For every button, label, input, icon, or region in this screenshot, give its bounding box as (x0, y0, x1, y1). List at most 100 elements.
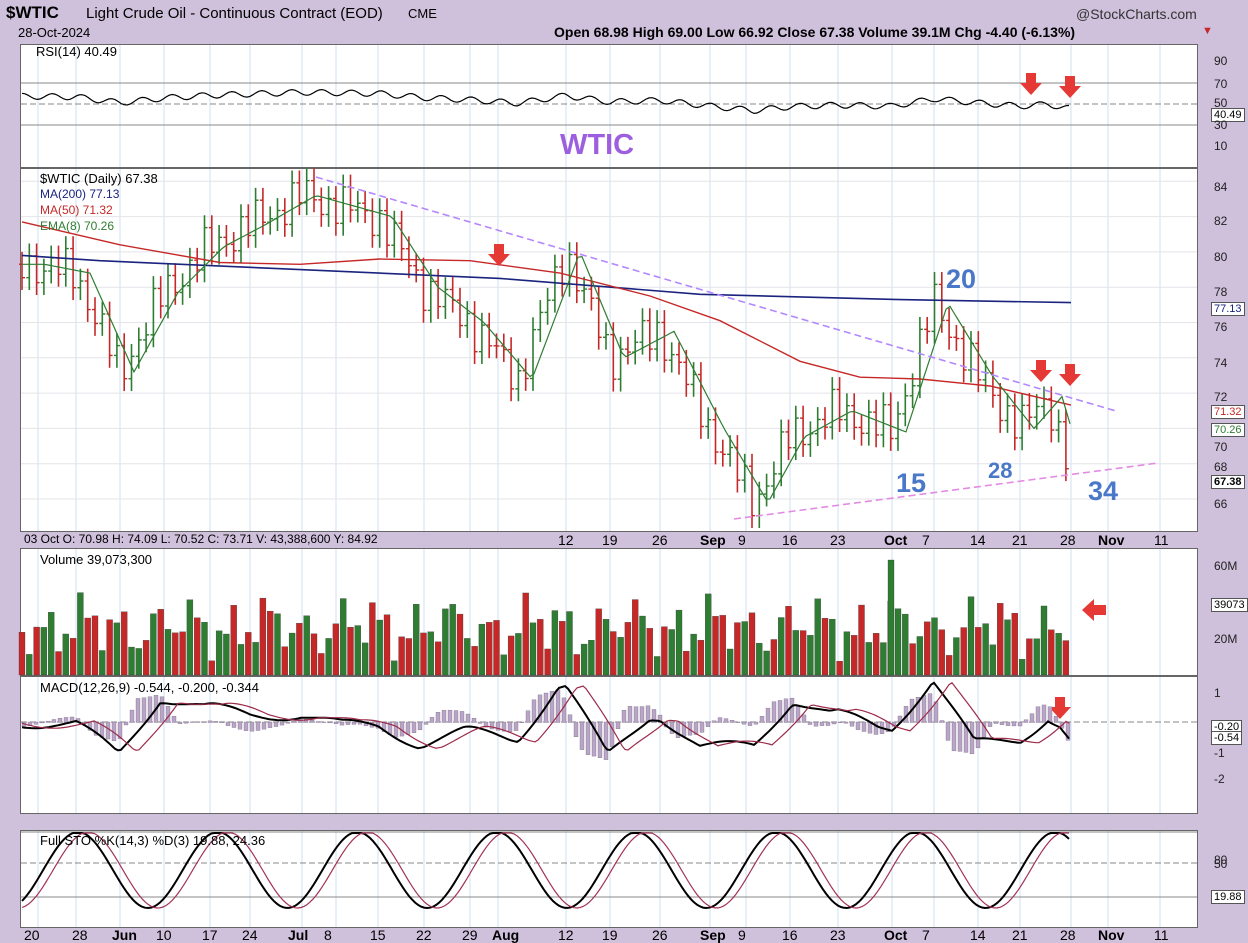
arrow-down-icon (1059, 76, 1081, 98)
volume-bar (938, 629, 945, 676)
volume-bar (646, 628, 653, 676)
volume-bar (179, 631, 186, 676)
x-tick-label: 23 (830, 927, 846, 943)
volume-bar (851, 635, 858, 676)
x-tick-label: 7 (922, 927, 930, 943)
volume-bar (632, 599, 639, 676)
macd-histogram-bar (699, 721, 705, 733)
volume-bar (880, 642, 887, 676)
macd-histogram-bar (759, 716, 765, 723)
volume-bar (493, 620, 500, 676)
volume-bar (544, 648, 551, 676)
macd-histogram-bar (495, 721, 501, 731)
macd-label: MACD(12,26,9) -0.544, -0.200, -0.344 (40, 680, 259, 695)
price-tick-78: 78 (1214, 285, 1228, 299)
volume-bar (756, 642, 763, 676)
macd-histogram-bar (129, 709, 135, 723)
volume-bar (310, 633, 318, 676)
volume-bar (821, 618, 829, 676)
macd-histogram-bar (951, 721, 957, 752)
x-tick-label: 14 (970, 927, 986, 943)
macd-histogram-bar (231, 721, 237, 728)
volume-bar (340, 598, 347, 676)
macd-histogram-bar (1029, 713, 1035, 723)
chg-down-icon: ▼ (1202, 25, 1213, 37)
volume-bar (471, 646, 478, 676)
macd-histogram-bar (807, 721, 813, 725)
volume-bar (588, 640, 595, 676)
macd-histogram-bar (285, 721, 291, 724)
volume-bar (639, 615, 646, 676)
x-tick-label: 26 (652, 532, 668, 548)
volume-bar (354, 625, 361, 676)
volume-bar (164, 629, 172, 676)
price-tick-74: 74 (1214, 356, 1228, 370)
volume-bar (916, 636, 924, 676)
volume-bar (398, 636, 405, 676)
macd-histogram-bar (1035, 706, 1041, 723)
macd-histogram-bar (501, 721, 507, 732)
arrow-down-icon (1059, 364, 1081, 386)
x-tick-label: 21 (1012, 532, 1028, 548)
price-legend-title: $WTIC (Daily) 67.38 (40, 171, 158, 186)
annotation-34: 34 (1088, 476, 1119, 506)
ema8-line (22, 195, 1071, 500)
volume-bar (172, 632, 179, 676)
macd-histogram-bar (675, 721, 681, 738)
volume-bar (953, 637, 960, 676)
volume-bar (705, 593, 712, 676)
price-tick-80: 80 (1214, 250, 1228, 264)
macd-histogram-bar (1053, 715, 1059, 723)
x-tick-label: Sep (700, 927, 726, 943)
x-tick-label: 26 (652, 927, 668, 943)
volume-bar (318, 653, 325, 676)
macd-histogram-bar (1011, 721, 1017, 727)
volume-bar (91, 615, 99, 676)
macd-histogram-bar (351, 721, 357, 725)
macd-histogram-bar (141, 697, 147, 723)
volume-bar (785, 606, 792, 676)
macd-histogram-bar (51, 719, 57, 723)
volume-bar (580, 643, 588, 676)
macd-histogram-bar (651, 709, 657, 723)
volume-bar (602, 619, 610, 676)
volume-bar (347, 627, 354, 676)
volume-bar (288, 632, 296, 676)
macd-histogram-bar (471, 718, 477, 723)
volume-bar (62, 633, 69, 676)
volume-bar (1040, 605, 1048, 676)
volume-bar (113, 622, 121, 676)
macd-histogram-bar (1041, 704, 1047, 723)
macd-histogram-bar (429, 717, 435, 723)
volume-bar (449, 604, 456, 676)
macd-histogram-bar (873, 721, 879, 735)
macd-histogram-bar (249, 721, 255, 732)
macd-histogram-bar (105, 721, 111, 740)
volume-bar (726, 648, 734, 676)
macd-histogram-bar (843, 721, 849, 724)
volume-bar (894, 608, 902, 676)
volume-bar (106, 619, 113, 676)
macd-histogram-bar (615, 721, 621, 730)
volume-label: Volume 39,073,300 (40, 552, 153, 567)
volume-bar (208, 660, 215, 676)
x-tick-label: 22 (416, 927, 432, 943)
volume-bar (1018, 659, 1026, 676)
macd-histogram-bar (531, 699, 537, 723)
volume-bar (675, 609, 683, 676)
x-tick-label: 12 (558, 532, 574, 548)
macd-histogram-bar (507, 721, 513, 732)
volume-bar (967, 596, 975, 676)
macd-histogram-bar (519, 721, 525, 723)
volume-bar (84, 617, 91, 676)
price-tick-70: 70 (1214, 440, 1228, 454)
chart-title: Light Crude Oil - Continuous Contract (E… (86, 5, 383, 22)
volume-bar (792, 630, 799, 676)
macd-histogram-bar (321, 721, 327, 723)
macd-histogram-bar (147, 696, 153, 723)
macd-histogram-bar (813, 721, 819, 727)
volume-bar (573, 654, 580, 676)
macd-histogram-bar (441, 710, 447, 723)
macd-histogram-bar (633, 706, 639, 723)
